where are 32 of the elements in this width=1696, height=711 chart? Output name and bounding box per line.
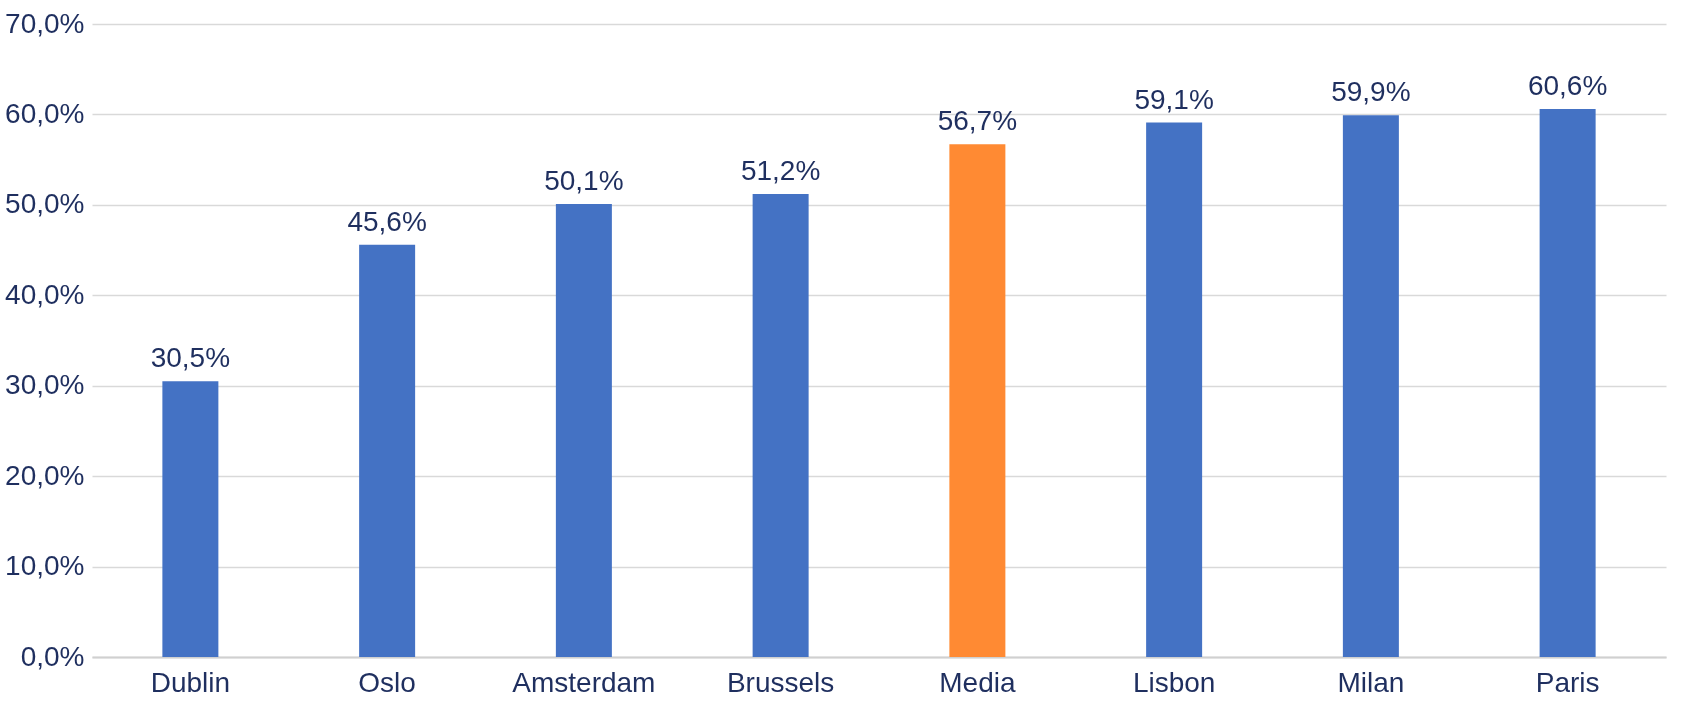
bar [1539,109,1596,657]
data-label: 59,1% [1134,83,1214,115]
y-tick-label: 60,0% [5,97,85,129]
data-label: 56,7% [937,105,1018,137]
y-tick-label: 0,0% [20,640,85,672]
y-tick-label: 10,0% [5,550,85,582]
bar [162,381,219,657]
x-tick-label: Lisbon [1132,666,1216,698]
bar [949,144,1006,657]
data-label: 59,9% [1331,76,1411,108]
y-tick-label: 20,0% [5,459,85,491]
data-label: 30,5% [150,342,231,374]
bar [359,244,416,657]
data-label: 60,6% [1527,70,1608,101]
y-tick-label: 70,0% [5,7,85,39]
x-tick-label: Oslo [358,666,416,698]
bar [1146,122,1203,657]
data-label: 51,2% [740,155,821,187]
x-tick-label: Brussels [726,666,835,698]
bar [1342,115,1399,657]
bar [555,203,612,657]
y-tick-label: 30,0% [5,369,85,401]
data-label: 50,1% [544,164,624,196]
x-tick-label: Paris [1535,666,1600,698]
x-tick-label: Milan [1337,666,1405,698]
y-tick-label: 50,0% [5,188,85,220]
y-tick-label: 40,0% [5,278,85,310]
data-label: 45,6% [347,205,427,237]
bar [752,194,809,657]
x-tick-label: Amsterdam [512,666,656,698]
x-tick-label: Media [939,666,1016,698]
x-tick-label: Dublin [150,666,231,698]
